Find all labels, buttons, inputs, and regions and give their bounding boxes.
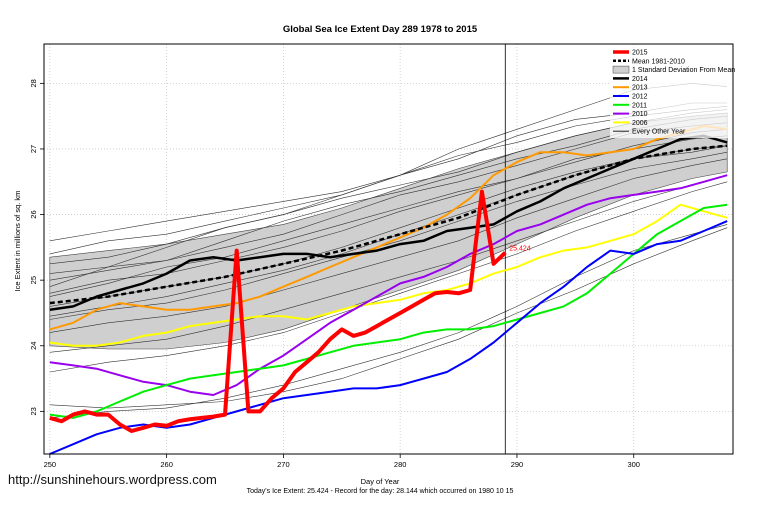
series-line-2006 — [49, 203, 728, 347]
x-tick-label: 290 — [511, 460, 524, 469]
background-year-line — [49, 174, 728, 353]
legend-label: 2006 — [632, 120, 648, 127]
legend-label: 2011 — [632, 102, 647, 109]
y-tick-label: 28 — [29, 79, 38, 87]
legend-box — [610, 46, 732, 138]
x-tick-label: 260 — [160, 460, 173, 469]
x-tick-label: 280 — [394, 460, 407, 469]
caption: Today's Ice Extent: 25.424 - Record for … — [247, 488, 514, 495]
series-line-2014 — [49, 134, 728, 311]
background-year-line — [49, 224, 728, 419]
series-line-2013 — [49, 125, 728, 331]
series-line-2015 — [49, 189, 507, 433]
std-dev-band — [49, 112, 728, 350]
legend-label: 2014 — [632, 76, 648, 83]
y-tick-label: 23 — [29, 407, 38, 415]
background-year-line — [49, 158, 728, 333]
y-tick-label: 24 — [29, 342, 38, 350]
legend-label: Every Other Year — [632, 129, 686, 136]
y-tick-label: 25 — [29, 276, 38, 284]
series-line-2011 — [49, 203, 728, 419]
chart-title: Global Sea Ice Extent Day 289 1978 to 20… — [283, 24, 478, 35]
legend-label: 2012 — [632, 94, 648, 101]
series-line-mean-1981-2010 — [49, 144, 728, 305]
legend-swatch — [612, 65, 630, 74]
legend-label: 1 Standard Deviation From Mean — [632, 67, 735, 74]
plot-frame — [43, 43, 734, 455]
x-axis-label: Day of Year — [361, 477, 400, 486]
x-tick-label: 270 — [277, 460, 290, 469]
y-axis-label: Ice Extent in millions of sq. km — [13, 191, 22, 292]
plot-area: 25.424 250 260 270 280 290 300 23 24 25 26 27 28 2015… — [29, 43, 735, 469]
legend-label: Mean 1981-2010 — [632, 58, 685, 65]
background-year-line — [49, 151, 728, 320]
series-line-2010 — [49, 174, 728, 396]
x-tick-label: 250 — [44, 460, 57, 469]
today-value-label: 25.424 — [509, 246, 531, 253]
background-year-line — [49, 181, 728, 373]
background-year-line — [49, 129, 728, 297]
source-url[interactable]: http://sunshinehours.wordpress.com — [8, 472, 217, 487]
y-tick-label: 27 — [29, 145, 38, 153]
x-tick-label: 300 — [627, 460, 640, 469]
y-tick-label: 26 — [29, 210, 38, 218]
legend-label: 2013 — [632, 85, 648, 92]
legend-label: 2015 — [632, 50, 648, 57]
background-year-line — [49, 227, 728, 409]
legend-label: 2010 — [632, 111, 648, 118]
